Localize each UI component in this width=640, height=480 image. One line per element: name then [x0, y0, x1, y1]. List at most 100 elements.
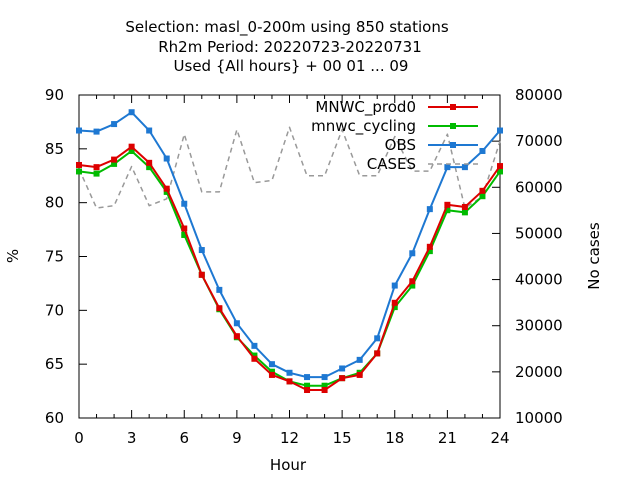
y-axis-ticks: 60 65 70 75 80 85 90 — [45, 86, 87, 427]
data-point-mnwc-cycling — [163, 188, 170, 195]
data-point-obs — [181, 200, 188, 207]
data-point-mnwc-cycling — [321, 382, 328, 389]
data-point-mnwc-prod0 — [321, 387, 328, 394]
data-point-mnwc-cycling — [251, 352, 258, 359]
y2-tick-label: 70000 — [515, 132, 563, 150]
data-point-mnwc-prod0 — [233, 333, 240, 340]
data-point-mnwc-prod0 — [444, 201, 451, 208]
y2-tick-label: 20000 — [515, 363, 563, 381]
data-point-mnwc-cycling — [93, 170, 100, 177]
data-point-mnwc-prod0 — [111, 156, 118, 163]
data-point-mnwc-cycling — [497, 168, 503, 175]
y-tick-label: 60 — [45, 409, 64, 427]
data-point-mnwc-prod0 — [128, 143, 135, 150]
data-point-obs — [251, 342, 258, 349]
data-point-mnwc-prod0 — [391, 299, 398, 306]
x-axis-ticks: 0 3 6 9 12 15 18 21 24 — [74, 95, 510, 447]
x-tick-label: 0 — [74, 429, 84, 447]
legend-label: mnwc_cycling — [311, 117, 416, 136]
data-point-mnwc-cycling — [479, 193, 486, 200]
y-tick-label: 75 — [45, 248, 64, 266]
x-tick-label: 3 — [127, 429, 137, 447]
x-tick-label: 15 — [333, 429, 352, 447]
chart-title: Selection: masl_0-200m using 850 station… — [125, 18, 449, 75]
plot-frame — [78, 94, 501, 419]
y2-tick-label: 60000 — [515, 178, 563, 196]
data-point-mnwc-cycling — [461, 209, 468, 216]
data-point-obs — [216, 286, 223, 293]
y-tick-label: 85 — [45, 140, 64, 158]
series-line-mnwc-prod0 — [78, 145, 501, 391]
data-point-mnwc-prod0 — [146, 159, 153, 166]
data-point-mnwc-prod0 — [497, 163, 503, 170]
data-point-mnwc-prod0 — [461, 203, 468, 210]
legend-item-mnwc-prod0: MNWC_prod0 — [315, 98, 478, 117]
series-mnwc-prod0 — [76, 143, 503, 394]
data-point-obs — [304, 374, 311, 381]
data-point-obs — [268, 361, 275, 368]
data-point-mnwc-cycling — [444, 207, 451, 214]
series-line-obs — [78, 111, 501, 379]
data-point-obs — [391, 282, 398, 289]
data-point-obs — [356, 356, 363, 363]
legend-label: OBS — [385, 136, 416, 154]
series-obs — [76, 109, 503, 381]
x-tick-label: 12 — [280, 429, 299, 447]
data-point-mnwc-prod0 — [479, 187, 486, 194]
series-cases — [78, 126, 501, 209]
x-tick-label: 21 — [438, 429, 457, 447]
legend-item-obs: OBS — [385, 136, 478, 154]
data-point-obs — [461, 164, 468, 171]
data-point-mnwc-prod0 — [339, 375, 346, 382]
y2-tick-label: 50000 — [515, 224, 563, 242]
x-tick-label: 24 — [490, 429, 509, 447]
data-point-mnwc-prod0 — [251, 355, 258, 362]
data-point-mnwc-cycling — [426, 248, 433, 255]
data-point-mnwc-prod0 — [356, 371, 363, 378]
data-point-mnwc-cycling — [304, 382, 311, 389]
x-tick-label: 9 — [232, 429, 242, 447]
data-point-obs — [146, 127, 153, 134]
data-point-mnwc-prod0 — [304, 387, 311, 394]
legend-label: MNWC_prod0 — [315, 98, 416, 117]
legend-marker — [450, 123, 456, 129]
data-point-mnwc-prod0 — [93, 164, 100, 171]
data-point-mnwc-prod0 — [374, 350, 381, 357]
series-line-mnwc-cycling — [78, 150, 501, 387]
legend-marker — [450, 104, 456, 110]
y-tick-label: 70 — [45, 301, 64, 319]
data-point-mnwc-prod0 — [181, 225, 188, 232]
data-point-mnwc-prod0 — [76, 161, 82, 168]
data-point-mnwc-cycling — [409, 282, 416, 289]
data-point-mnwc-cycling — [128, 147, 135, 154]
data-point-obs — [286, 369, 293, 376]
data-point-obs — [497, 127, 503, 134]
title-line-1: Selection: masl_0-200m using 850 station… — [125, 18, 449, 37]
x-axis-title: Hour — [270, 456, 307, 474]
y-tick-label: 90 — [45, 86, 64, 104]
data-point-obs — [93, 128, 100, 135]
data-point-mnwc-cycling — [391, 304, 398, 311]
y2-tick-label: 80000 — [515, 86, 563, 104]
y2-tick-label: 40000 — [515, 271, 563, 289]
data-point-mnwc-prod0 — [268, 371, 275, 378]
data-point-mnwc-prod0 — [163, 185, 170, 192]
data-point-obs — [444, 164, 451, 171]
y2-tick-label: 30000 — [515, 317, 563, 335]
y-tick-label: 80 — [45, 194, 64, 212]
data-point-obs — [76, 127, 82, 134]
data-point-mnwc-prod0 — [198, 271, 205, 278]
series-mnwc-cycling — [76, 147, 503, 389]
y-tick-label: 65 — [45, 355, 64, 373]
data-point-mnwc-prod0 — [409, 278, 416, 285]
x-tick-label: 18 — [385, 429, 404, 447]
data-point-obs — [479, 147, 486, 154]
legend-item-cases: CASES — [367, 155, 478, 173]
title-line-2: Rh2m Period: 20220723-20220731 — [158, 38, 422, 56]
legend-item-mnwc-cycling: mnwc_cycling — [311, 117, 478, 136]
data-point-mnwc-cycling — [268, 368, 275, 375]
data-point-mnwc-cycling — [111, 160, 118, 167]
data-point-obs — [233, 320, 240, 327]
series-layer — [76, 109, 503, 394]
